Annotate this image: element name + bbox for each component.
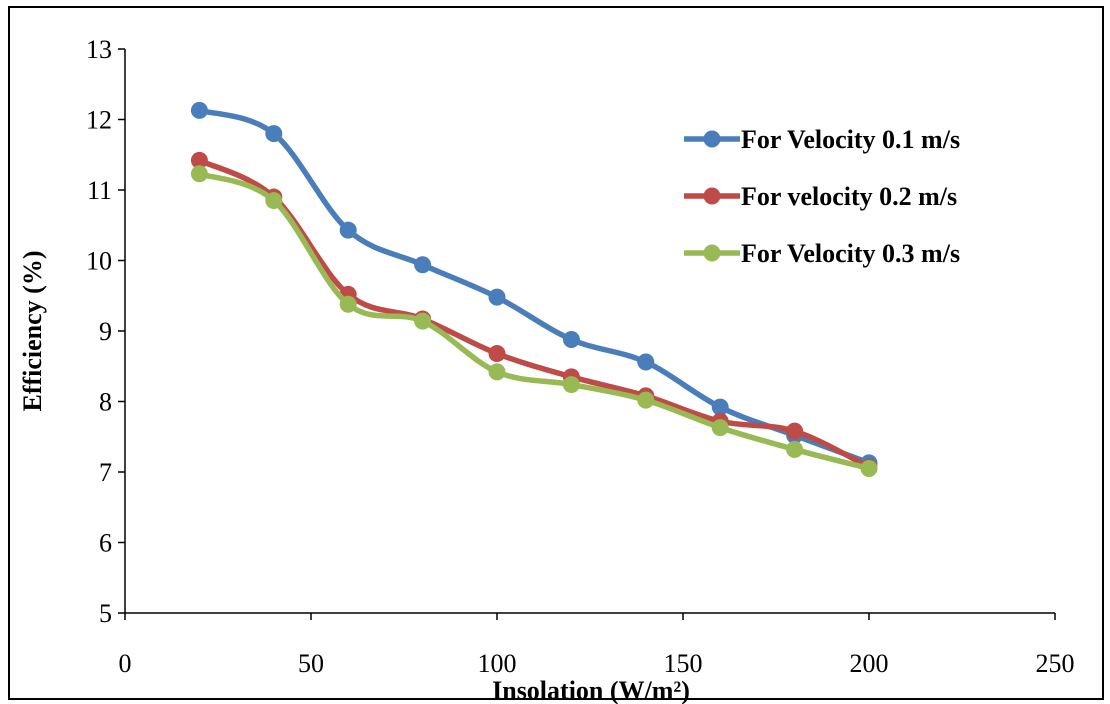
series-line xyxy=(196,107,872,466)
x-tick-label: 200 xyxy=(850,649,889,678)
x-axis-title: Insolation (W/m²) xyxy=(492,676,690,704)
data-point xyxy=(339,221,357,239)
series-line xyxy=(196,157,872,470)
data-point xyxy=(488,363,506,381)
data-point xyxy=(786,440,804,458)
legend-item: For Velocity 0.3 m/s xyxy=(684,239,960,268)
y-tick-label: 7 xyxy=(99,458,112,487)
data-point xyxy=(637,391,655,409)
chart-frame xyxy=(8,6,1104,700)
legend-marker xyxy=(703,130,721,148)
data-point xyxy=(414,256,432,274)
x-tick-label: 50 xyxy=(298,649,324,678)
legend-marker xyxy=(703,187,721,205)
legend-label: For velocity 0.2 m/s xyxy=(741,182,957,211)
data-point xyxy=(860,459,878,477)
legend-label: For Velocity 0.1 m/s xyxy=(741,125,960,154)
y-tick-label: 8 xyxy=(99,388,112,417)
legend-item: For Velocity 0.1 m/s xyxy=(684,125,960,154)
data-point xyxy=(265,192,283,210)
data-point xyxy=(711,398,729,416)
x-tick-label: 250 xyxy=(1036,649,1075,678)
y-tick-label: 6 xyxy=(99,529,112,558)
x-ticks: 0 50 100 150 200 250 xyxy=(119,613,1075,678)
legend-marker xyxy=(703,244,721,262)
data-point xyxy=(190,165,208,183)
series-3 xyxy=(190,165,878,477)
series-line xyxy=(196,171,872,472)
data-point xyxy=(488,345,506,363)
data-point xyxy=(711,419,729,437)
data-point xyxy=(339,295,357,313)
data-point xyxy=(488,288,506,306)
data-point xyxy=(414,312,432,330)
series-1 xyxy=(190,101,878,472)
legend-item: For velocity 0.2 m/s xyxy=(684,182,957,211)
y-tick-label: 11 xyxy=(87,176,112,205)
y-tick-label: 9 xyxy=(99,317,112,346)
data-point xyxy=(265,125,283,143)
x-tick-label: 100 xyxy=(478,649,517,678)
y-tick-label: 10 xyxy=(86,247,112,276)
y-ticks: 5 6 7 8 9 10 11 12 13 xyxy=(86,35,125,628)
data-point xyxy=(190,101,208,119)
y-tick-label: 13 xyxy=(86,35,112,64)
y-axis-title: Efficiency (%) xyxy=(18,250,47,411)
series-group xyxy=(190,101,878,477)
legend-label: For Velocity 0.3 m/s xyxy=(741,239,960,268)
data-point xyxy=(786,422,804,440)
x-tick-label: 0 xyxy=(119,649,132,678)
data-point xyxy=(190,151,208,169)
data-point xyxy=(562,330,580,348)
x-tick-label: 150 xyxy=(664,649,703,678)
y-tick-label: 5 xyxy=(99,599,112,628)
legend: For Velocity 0.1 m/s For velocity 0.2 m/s… xyxy=(684,125,960,268)
y-tick-label: 12 xyxy=(86,106,112,135)
data-point xyxy=(637,353,655,371)
data-point xyxy=(562,376,580,394)
